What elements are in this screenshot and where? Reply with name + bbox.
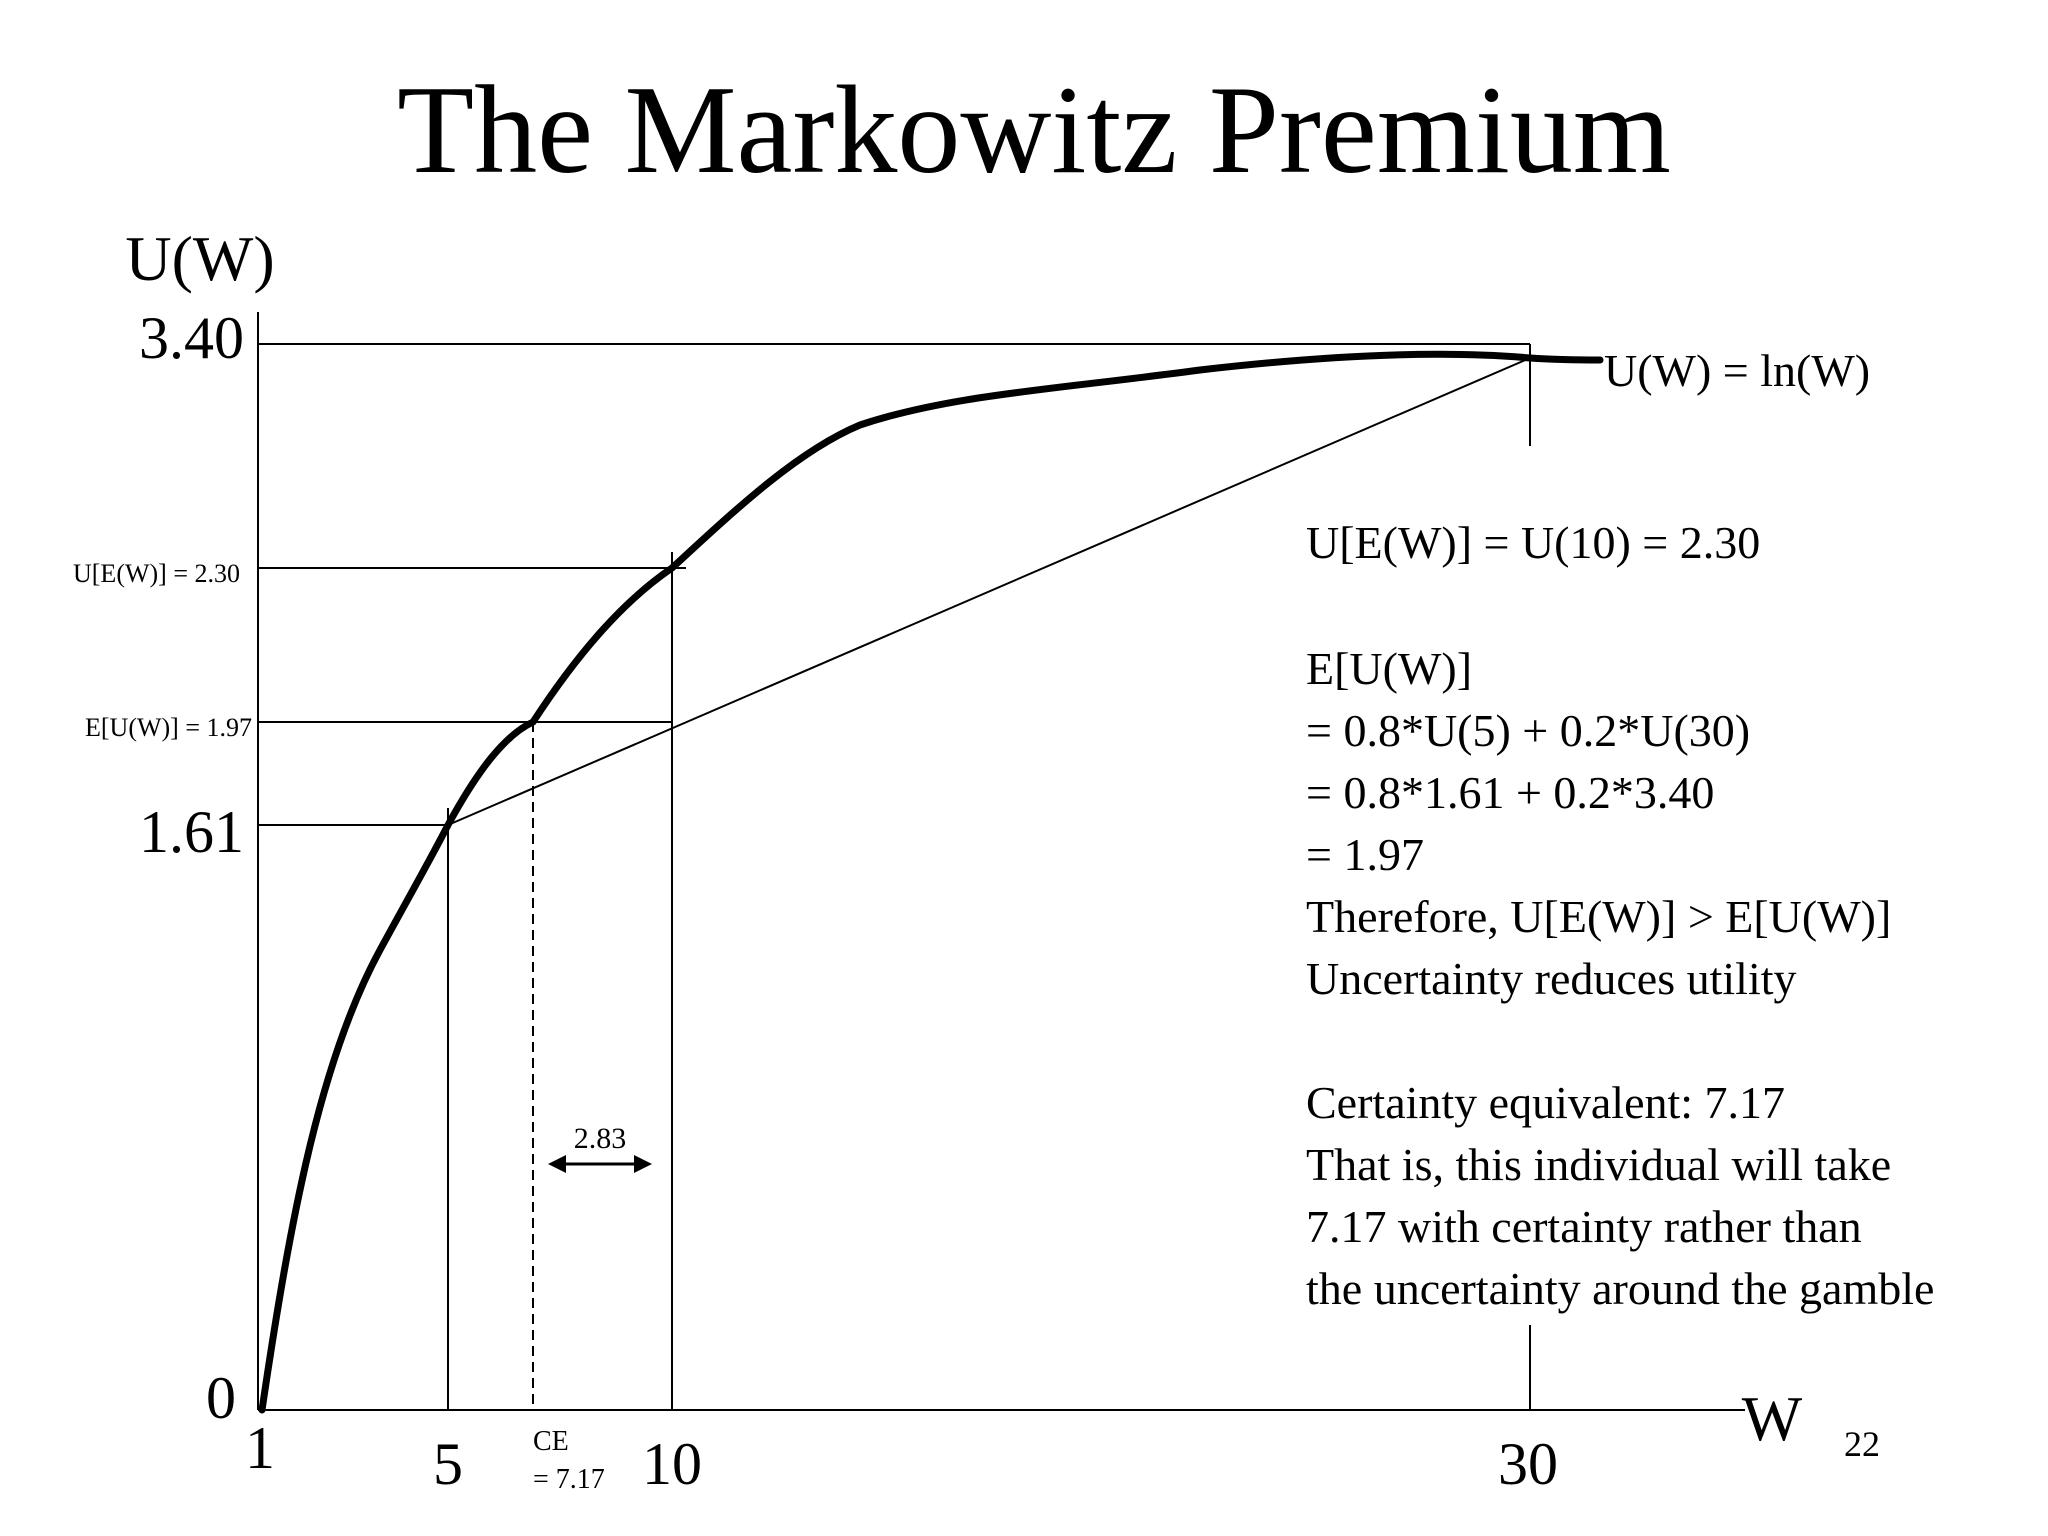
y-tick-0: 0 bbox=[206, 1365, 236, 1431]
explanation-line: U[E(W)] = U(10) = 2.30 bbox=[1306, 517, 1760, 568]
explanation-line: the uncertainty around the gamble bbox=[1306, 1263, 1934, 1314]
page-number: 22 bbox=[1844, 1424, 1880, 1464]
x-tick-5: 5 bbox=[433, 1431, 463, 1497]
utility-curve bbox=[258, 350, 1604, 1414]
gamble-chord bbox=[447, 357, 1531, 826]
x-tick-1: 1 bbox=[245, 1415, 275, 1481]
x-tick-10: 10 bbox=[642, 1431, 702, 1497]
explanation-line: 7.17 with certainty rather than bbox=[1306, 1201, 1862, 1252]
y-tick-161: 1.61 bbox=[139, 799, 244, 865]
y-tick-340: 3.40 bbox=[139, 305, 244, 371]
ce-label-line1: CE bbox=[533, 1426, 569, 1457]
premium-label: 2.83 bbox=[574, 1122, 627, 1155]
y-label-uew: U[E(W)] = 2.30 bbox=[73, 559, 240, 588]
explanation-line: Uncertainty reduces utility bbox=[1306, 953, 1797, 1004]
explanation-block: U[E(W)] = U(10) = 2.30 E[U(W)] = 0.8*U(5… bbox=[1306, 517, 1934, 1314]
explanation-line: Certainty equivalent: 7.17 bbox=[1306, 1077, 1785, 1128]
explanation-line: Therefore, U[E(W)] > E[U(W)] bbox=[1306, 891, 1891, 942]
x-axis-title: W bbox=[1742, 1383, 1803, 1454]
ce-label-line2: = 7.17 bbox=[533, 1464, 605, 1495]
x-tick-30: 30 bbox=[1498, 1431, 1558, 1497]
y-axis-title: U(W) bbox=[125, 223, 274, 294]
premium-arrowhead-left bbox=[548, 1155, 566, 1173]
explanation-line: = 0.8*1.61 + 0.2*3.40 bbox=[1306, 767, 1714, 818]
y-label-euw: E[U(W)] = 1.97 bbox=[85, 713, 252, 742]
slide-title: The Markowitz Premium bbox=[397, 61, 1671, 200]
premium-arrowhead-right bbox=[634, 1155, 652, 1173]
explanation-line: = 0.8*U(5) + 0.2*U(30) bbox=[1306, 705, 1750, 756]
curve-label: U(W) = ln(W) bbox=[1604, 345, 1870, 396]
explanation-line: = 1.97 bbox=[1306, 829, 1424, 880]
explanation-line: E[U(W)] bbox=[1306, 643, 1472, 694]
explanation-line: That is, this individual will take bbox=[1306, 1139, 1891, 1190]
